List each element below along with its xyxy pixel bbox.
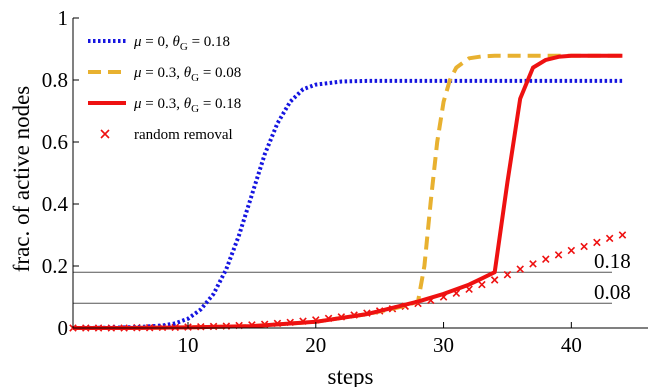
legend-text-part: θ [173, 34, 181, 50]
reference-label-0.08: 0.08 [594, 280, 631, 304]
legend-entry-0: μ = 0, θG = 0.18 [88, 34, 230, 53]
y-tick-label: 0.2 [42, 254, 68, 278]
legend-label-0: μ = 0, θG = 0.18 [133, 34, 230, 53]
y-tick-label: 1 [58, 6, 69, 30]
legend-text-part: = 0.3, [142, 96, 184, 112]
legend-text-part: θ [184, 65, 192, 81]
legend-entry-2: μ = 0.3, θG = 0.18 [88, 96, 241, 115]
x-tick-label: 10 [178, 333, 199, 357]
legend-text-part: = 0.18 [199, 96, 241, 112]
x-tick-label: 40 [561, 333, 582, 357]
x-tick-label: 20 [305, 333, 326, 357]
series-0-line [72, 78, 623, 330]
legend-entry-1: μ = 0.3, θG = 0.08 [88, 65, 241, 84]
legend-label-1: μ = 0.3, θG = 0.08 [133, 65, 241, 84]
legend-text-part: = 0.08 [199, 65, 241, 81]
reference-label-0.18: 0.18 [594, 249, 631, 273]
legend-text-part: G [191, 72, 199, 84]
legend-text-part: μ [133, 65, 142, 81]
y-axis-label: frac. of active nodes [9, 86, 34, 273]
legend-text-part: μ [133, 34, 142, 50]
data-point [618, 231, 627, 239]
legend-text-part: = 0, [142, 34, 173, 50]
y-tick-label: 0 [58, 316, 69, 340]
y-tick-label: 0.6 [42, 130, 68, 154]
data-point [503, 270, 512, 279]
data-point [478, 280, 486, 289]
tick-labels: 10 20 30 40 0 0.2 0.4 0.6 0.8 1 [42, 6, 582, 357]
legend-text-part: θ [184, 96, 192, 112]
reference-lines: 0.18 0.08 [73, 249, 631, 304]
legend-swatch-3 [100, 129, 110, 139]
legend-label-3: random removal [134, 127, 233, 143]
x-axis-label: steps [328, 364, 374, 387]
data-point [567, 246, 576, 255]
x-tick-label: 30 [433, 333, 454, 357]
data-point [516, 265, 524, 273]
data-point [593, 238, 601, 247]
legend-label-2: μ = 0.3, θG = 0.18 [133, 96, 241, 115]
legend-text-part: G [191, 103, 199, 115]
y-tick-label: 0.4 [42, 192, 69, 216]
data-point [554, 251, 563, 259]
series-2-line [73, 53, 623, 330]
legend-text-part: G [180, 41, 188, 53]
legend-text-part: = 0.3, [142, 65, 184, 81]
data-point [605, 234, 614, 243]
legend: μ = 0, θG = 0.18μ = 0.3, θG = 0.08μ = 0.… [88, 34, 241, 143]
legend-text-part: = 0.18 [188, 34, 230, 50]
legend-entry-3: random removal [100, 127, 233, 143]
y-tick-label: 0.8 [42, 68, 68, 92]
legend-text-part: μ [133, 96, 142, 112]
legend-text-part: random removal [134, 127, 233, 143]
data-point [542, 255, 550, 263]
data-point [529, 260, 537, 268]
data-point [580, 242, 588, 251]
data-point [490, 276, 499, 284]
axes [72, 17, 648, 329]
